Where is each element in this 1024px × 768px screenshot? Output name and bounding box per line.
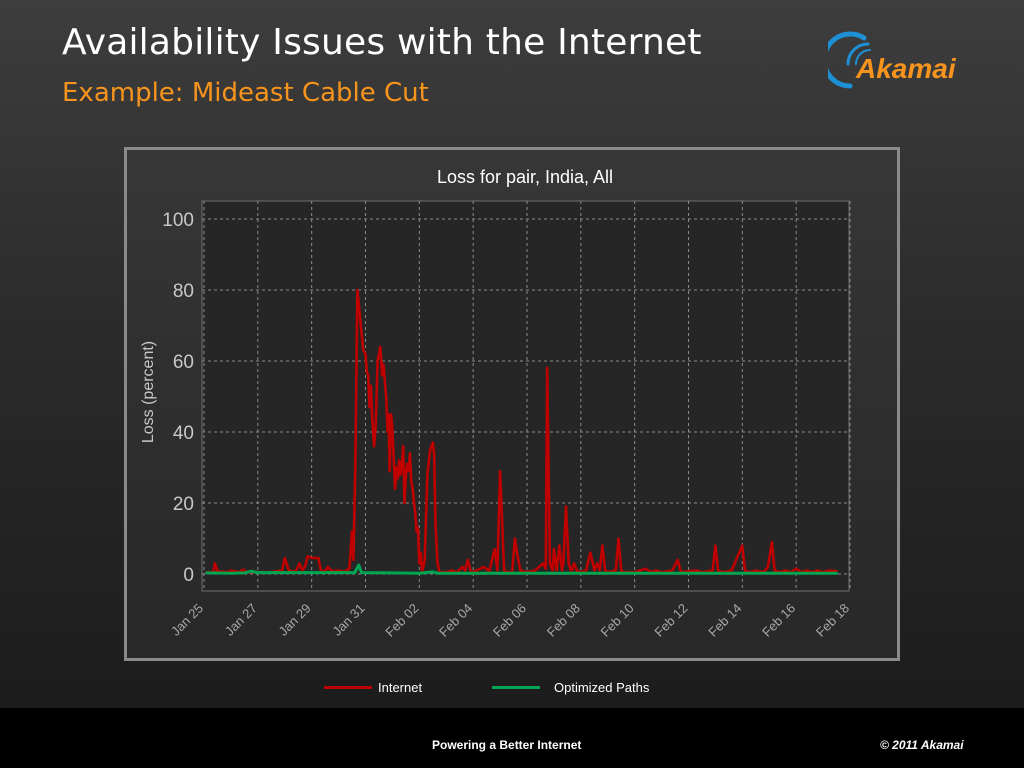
y-tick-label: 60 bbox=[173, 352, 194, 373]
legend-swatch-optimized bbox=[492, 686, 540, 689]
x-tick-label: Feb 08 bbox=[544, 601, 583, 640]
x-tick-label: Feb 02 bbox=[382, 601, 421, 640]
x-tick-label: Feb 18 bbox=[813, 601, 852, 640]
y-tick-label: 80 bbox=[173, 281, 194, 302]
series-line-optimized-paths bbox=[205, 563, 838, 575]
footer-copyright: © 2011 Akamai bbox=[880, 738, 964, 752]
x-tick-label: Jan 29 bbox=[276, 601, 314, 639]
x-tick-label: Feb 10 bbox=[598, 601, 637, 640]
x-tick-label: Jan 27 bbox=[222, 601, 260, 639]
y-tick-label: 40 bbox=[173, 423, 194, 444]
x-tick-label: Feb 16 bbox=[759, 601, 798, 640]
y-tick-label: 100 bbox=[162, 210, 194, 231]
series-line-internet bbox=[205, 288, 838, 574]
legend-label-internet: Internet bbox=[378, 680, 423, 695]
x-tick-label: Feb 14 bbox=[705, 601, 744, 640]
grid-layer bbox=[201, 200, 851, 592]
akamai-logo: Akamai bbox=[828, 31, 957, 89]
x-tick-label: Jan 31 bbox=[329, 601, 367, 639]
line-chart: Loss for pair, India, All Loss (percent)… bbox=[140, 167, 853, 640]
series-layer bbox=[205, 288, 838, 575]
legend-item-internet: Internet bbox=[324, 680, 422, 695]
x-tick-label: Jan 25 bbox=[168, 601, 206, 639]
chart-title: Loss for pair, India, All bbox=[437, 167, 613, 187]
y-tick-label: 0 bbox=[183, 565, 194, 586]
y-tick-label: 20 bbox=[173, 494, 194, 515]
x-tick-label: Feb 04 bbox=[436, 601, 475, 640]
y-axis-label: Loss (percent) bbox=[140, 341, 157, 443]
logo-wordmark: Akamai bbox=[855, 53, 957, 84]
slide-title: Availability Issues with the Internet bbox=[62, 22, 702, 63]
slide-subtitle: Example: Mideast Cable Cut bbox=[62, 78, 429, 108]
x-tick-label: Feb 06 bbox=[490, 601, 529, 640]
footer-bar: Powering a Better Internet © 2011 Akamai bbox=[0, 708, 1024, 768]
footer-tagline: Powering a Better Internet bbox=[432, 738, 582, 752]
legend-item-optimized: Optimized Paths bbox=[492, 680, 649, 695]
plot-area bbox=[201, 200, 850, 592]
chart-legend: Internet Optimized Paths bbox=[0, 680, 1024, 700]
legend-swatch-internet bbox=[324, 686, 372, 689]
x-tick-label: Feb 12 bbox=[651, 601, 690, 640]
legend-label-optimized: Optimized Paths bbox=[554, 680, 650, 695]
